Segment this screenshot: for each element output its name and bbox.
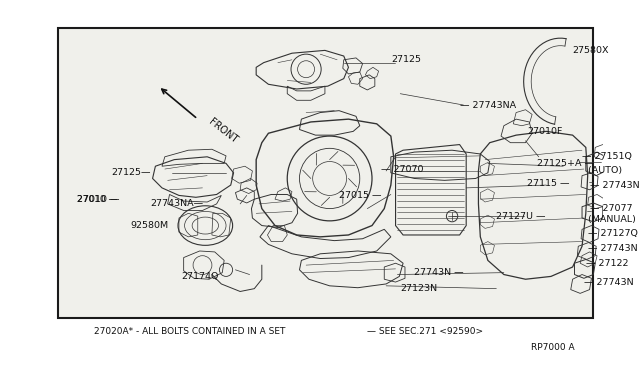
- Text: 27127U —: 27127U —: [497, 212, 546, 221]
- Text: — 27743N: — 27743N: [588, 244, 637, 253]
- Text: — 27151Q: — 27151Q: [582, 152, 632, 161]
- Text: 27010F: 27010F: [527, 127, 563, 136]
- Text: 27743N —: 27743N —: [414, 268, 464, 277]
- Text: — 27122: — 27122: [586, 259, 628, 268]
- Text: 27115 —: 27115 —: [527, 179, 570, 188]
- Bar: [58, 28, 593, 318]
- Text: 27125+A —: 27125+A —: [537, 159, 594, 168]
- Text: 27015 —: 27015 —: [339, 191, 381, 200]
- Text: — 27127Q: — 27127Q: [588, 228, 637, 238]
- Text: 27010 —: 27010 —: [77, 195, 120, 204]
- Text: FRONT: FRONT: [207, 116, 239, 145]
- Text: 27125—: 27125—: [111, 168, 150, 177]
- Text: 27174Q: 27174Q: [181, 272, 218, 281]
- Text: — 27077: — 27077: [589, 204, 632, 213]
- Text: 27010 —: 27010 —: [77, 195, 118, 204]
- Text: 27580X: 27580X: [573, 46, 609, 55]
- Text: — 27070: — 27070: [381, 164, 424, 174]
- Text: 27020A* - ALL BOLTS CONTAINED IN A SET: 27020A* - ALL BOLTS CONTAINED IN A SET: [94, 327, 285, 336]
- Text: 27125: 27125: [392, 55, 422, 64]
- Text: RP7000 A: RP7000 A: [531, 343, 575, 353]
- Text: 27743NA—: 27743NA—: [150, 199, 204, 208]
- Text: 92580M: 92580M: [130, 221, 168, 230]
- Text: (AUTO): (AUTO): [582, 166, 622, 176]
- Text: 27123N: 27123N: [400, 284, 437, 293]
- Text: — SEE SEC.271 <92590>: — SEE SEC.271 <92590>: [367, 327, 483, 336]
- Text: — 27743NA: — 27743NA: [460, 100, 516, 109]
- Text: — 27743N: — 27743N: [589, 180, 639, 190]
- Text: — 27743N: — 27743N: [584, 278, 634, 286]
- Text: (MANUAL): (MANUAL): [582, 215, 636, 224]
